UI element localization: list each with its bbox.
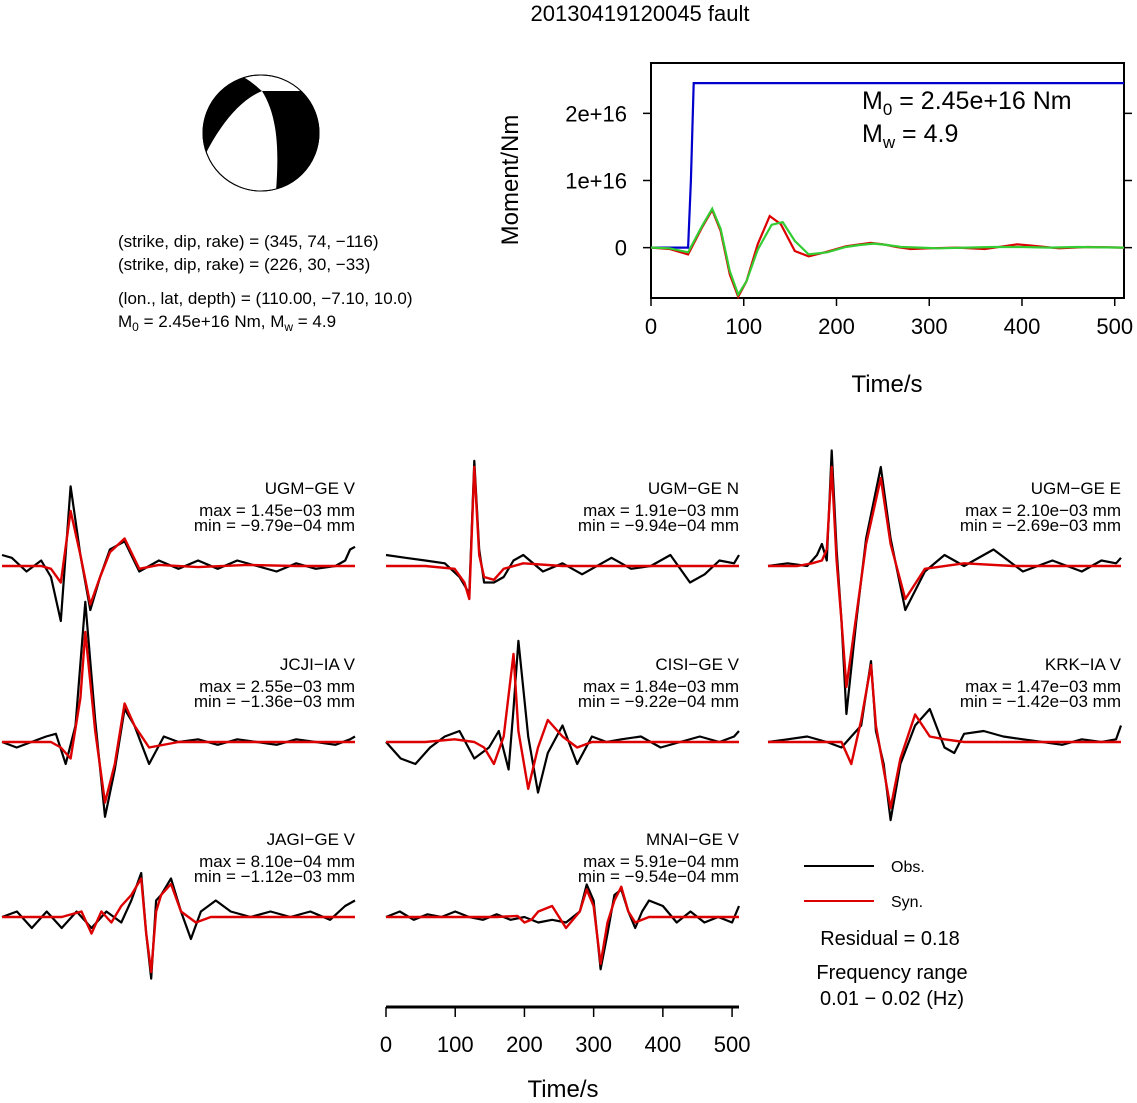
station-name: JCJI−IA V (280, 655, 356, 674)
moment-series-2 (650, 206, 1125, 298)
waveform-min: min = −1.36e−03 mm (194, 692, 355, 711)
observed-waveform (385, 639, 740, 794)
waveform-min: min = −9.79e−04 mm (194, 516, 355, 535)
moment-ylabel: Moment/Nm (497, 115, 524, 246)
waveform-min: min = −1.12e−03 mm (194, 867, 355, 886)
waveform-min: min = −9.94e−04 mm (578, 516, 739, 535)
synthetic-waveform (768, 465, 1121, 689)
observed-waveform (767, 449, 1122, 716)
moment-xlabel: Time/s (851, 371, 922, 398)
mw-annotation: Mw = 4.9 (862, 120, 958, 152)
frequency-range-value: 0.01 − 0.02 (Hz) (820, 988, 964, 1010)
waveform-max: max = 1.45e−03 mm (199, 501, 355, 520)
residual-label: Residual = 0.18 (820, 928, 960, 950)
moment-xtick-label: 0 (645, 314, 657, 339)
waveform-min: min = −2.69e−03 mm (960, 516, 1121, 535)
event-magnitude: M0 = 2.45e+16 Nm, Mw = 4.9 (118, 312, 336, 334)
observed-waveform (1, 600, 356, 818)
moment-ytick-label: 0 (615, 236, 627, 261)
station-name: KRK−IA V (1045, 655, 1122, 674)
synthetic-waveform (2, 509, 355, 606)
observed-waveform (1, 871, 356, 980)
moment-series-group (650, 82, 1125, 300)
waveform-xtick-label: 300 (575, 1032, 612, 1057)
m0-annotation: M0 = 2.45e+16 Nm (862, 87, 1072, 119)
waveform-min: min = −9.54e−04 mm (578, 867, 739, 886)
synthetic-waveform (386, 885, 739, 965)
moment-series-1 (650, 207, 1125, 300)
station-name: UGM−GE N (648, 479, 739, 498)
moment-xtick-label: 300 (911, 314, 948, 339)
nodal-plane-1: (strike, dip, rake) = (345, 74, −116) (118, 232, 378, 251)
figure-title: 20130419120045 fault (531, 1, 750, 26)
beachball-focal-mechanism (202, 74, 320, 192)
station-name: UGM−GE V (265, 479, 356, 498)
station-name: UGM−GE E (1031, 479, 1121, 498)
waveform-max: max = 2.10e−03 mm (965, 501, 1121, 520)
frequency-range-label: Frequency range (816, 962, 967, 984)
legend-obs-label: Obs. (891, 859, 925, 876)
synthetic-waveform (386, 465, 739, 601)
waveform-max: max = 2.55e−03 mm (199, 677, 355, 696)
waveform-max: max = 1.47e−03 mm (965, 677, 1121, 696)
synthetic-waveform (386, 652, 739, 790)
waveform-xtick-label: 500 (714, 1032, 751, 1057)
moment-ytick-label: 2e+16 (565, 101, 627, 126)
waveform-max: max = 5.91e−04 mm (583, 852, 739, 871)
synthetic-waveform (768, 663, 1121, 810)
waveform-xtick-label: 100 (437, 1032, 474, 1057)
waveform-max: max = 1.84e−03 mm (583, 677, 739, 696)
moment-xtick-label: 200 (818, 314, 855, 339)
station-name: JAGI−GE V (267, 830, 356, 849)
moment-xtick-label: 400 (1004, 314, 1041, 339)
moment-xtick-label: 100 (725, 314, 762, 339)
waveform-min: min = −1.42e−03 mm (960, 692, 1121, 711)
observed-waveform (385, 883, 741, 971)
station-name: MNAI−GE V (646, 830, 740, 849)
event-info: (strike, dip, rake) = (345, 74, −116) (s… (118, 232, 413, 334)
synthetic-waveform (2, 877, 355, 974)
waveform-max: max = 1.91e−03 mm (583, 501, 739, 520)
station-name: CISI−GE V (655, 655, 739, 674)
legend-syn-label: Syn. (891, 894, 923, 911)
waveform-time-axis: Time/s 0 100 200 300 400 500 (380, 1005, 751, 1103)
moment-ytick-label: 1e+16 (565, 169, 627, 194)
waveform-xtick-label: 0 (380, 1032, 392, 1057)
moment-xtick-label: 500 (1096, 314, 1133, 339)
waveform-xlabel: Time/s (527, 1076, 598, 1103)
moment-series-0 (651, 82, 1124, 249)
waveform-max: max = 8.10e−04 mm (199, 852, 355, 871)
nodal-plane-2: (strike, dip, rake) = (226, 30, −33) (118, 255, 370, 274)
waveform-xtick-label: 400 (645, 1032, 682, 1057)
moment-function-plot: 0 100 200 300 400 500 0 1e+16 2e+16 Moment/Nm Ti… (497, 62, 1133, 398)
waveform-min: min = −9.22e−04 mm (578, 692, 739, 711)
legend: Obs. Syn. (804, 859, 925, 911)
synthetic-waveform (2, 630, 355, 804)
event-location: (lon., lat, depth) = (110.00, −7.10, 10.… (118, 289, 413, 308)
moment-axes: 0 100 200 300 400 500 0 1e+16 2e+16 (565, 101, 1133, 339)
waveform-xtick-label: 200 (506, 1032, 543, 1057)
